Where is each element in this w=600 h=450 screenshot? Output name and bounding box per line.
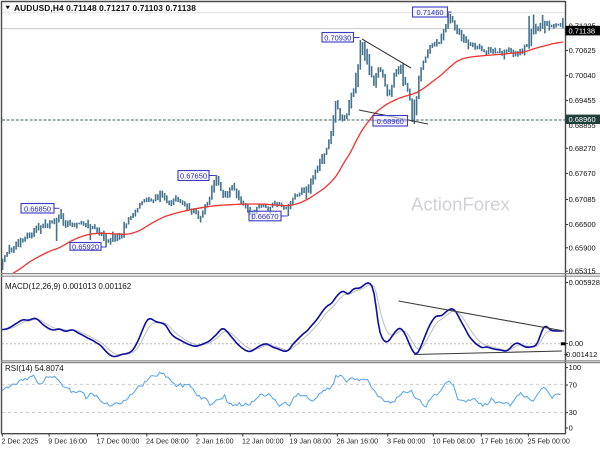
svg-text:RSI(14) 54.8074: RSI(14) 54.8074: [5, 364, 64, 373]
svg-text:0.66670: 0.66670: [251, 212, 278, 221]
svg-text:0.70625: 0.70625: [569, 46, 596, 55]
svg-text:0.66500: 0.66500: [569, 220, 596, 229]
svg-text:0.68270: 0.68270: [569, 144, 596, 153]
svg-text:-0.001412: -0.001412: [564, 350, 598, 359]
svg-text:0.69455: 0.69455: [569, 96, 596, 105]
svg-text:0.67650: 0.67650: [180, 172, 207, 181]
svg-text:0.71138: 0.71138: [569, 27, 596, 36]
svg-text:0.00: 0.00: [569, 339, 584, 348]
svg-text:0.67085: 0.67085: [569, 195, 596, 204]
svg-text:30: 30: [569, 408, 577, 417]
svg-text:0.65315: 0.65315: [569, 267, 596, 276]
svg-text:100: 100: [569, 363, 582, 372]
svg-text:AUDUSD,H4 0.71148 0.71217 0.7: AUDUSD,H4 0.71148 0.71217 0.71103 0.7113…: [14, 3, 196, 13]
svg-text:0.71460: 0.71460: [416, 8, 443, 17]
svg-text:12 Jan 00:00: 12 Jan 00:00: [242, 436, 284, 445]
svg-text:25 Feb 00:00: 25 Feb 00:00: [528, 436, 570, 445]
svg-text:0.67670: 0.67670: [569, 169, 596, 178]
svg-text:17 Dec 00:00: 17 Dec 00:00: [97, 436, 140, 445]
svg-text:0.68960: 0.68960: [569, 115, 596, 124]
svg-text:19 Jan 08:00: 19 Jan 08:00: [290, 436, 332, 445]
svg-text:17 Feb 16:00: 17 Feb 16:00: [481, 436, 523, 445]
svg-text:0.70040: 0.70040: [569, 71, 596, 80]
svg-text:26 Jan 16:00: 26 Jan 16:00: [337, 436, 379, 445]
svg-text:9 Dec 16:00: 9 Dec 16:00: [48, 436, 87, 445]
svg-text:MACD(12,26,9) 0.001013 0.00116: MACD(12,26,9) 0.001013 0.001162: [5, 282, 132, 291]
svg-text:0: 0: [569, 424, 573, 433]
svg-text:3 Feb 00:00: 3 Feb 00:00: [387, 436, 425, 445]
svg-text:70: 70: [569, 381, 577, 390]
svg-text:0.005928: 0.005928: [569, 278, 600, 287]
svg-text:0.65920: 0.65920: [72, 242, 99, 251]
svg-text:10 Feb 08:00: 10 Feb 08:00: [433, 436, 475, 445]
svg-text:0.68855: 0.68855: [569, 121, 596, 130]
svg-text:2 Jan 16:00: 2 Jan 16:00: [196, 436, 234, 445]
svg-text:0.68960: 0.68960: [377, 117, 404, 126]
svg-text:2 Dec 2025: 2 Dec 2025: [2, 436, 39, 445]
svg-text:0.66850: 0.66850: [24, 204, 51, 213]
svg-text:0.70930: 0.70930: [324, 33, 351, 42]
svg-text:24 Dec 08:00: 24 Dec 08:00: [146, 436, 189, 445]
svg-text:0.65900: 0.65900: [569, 243, 596, 252]
svg-text:ActionForex: ActionForex: [411, 194, 510, 215]
